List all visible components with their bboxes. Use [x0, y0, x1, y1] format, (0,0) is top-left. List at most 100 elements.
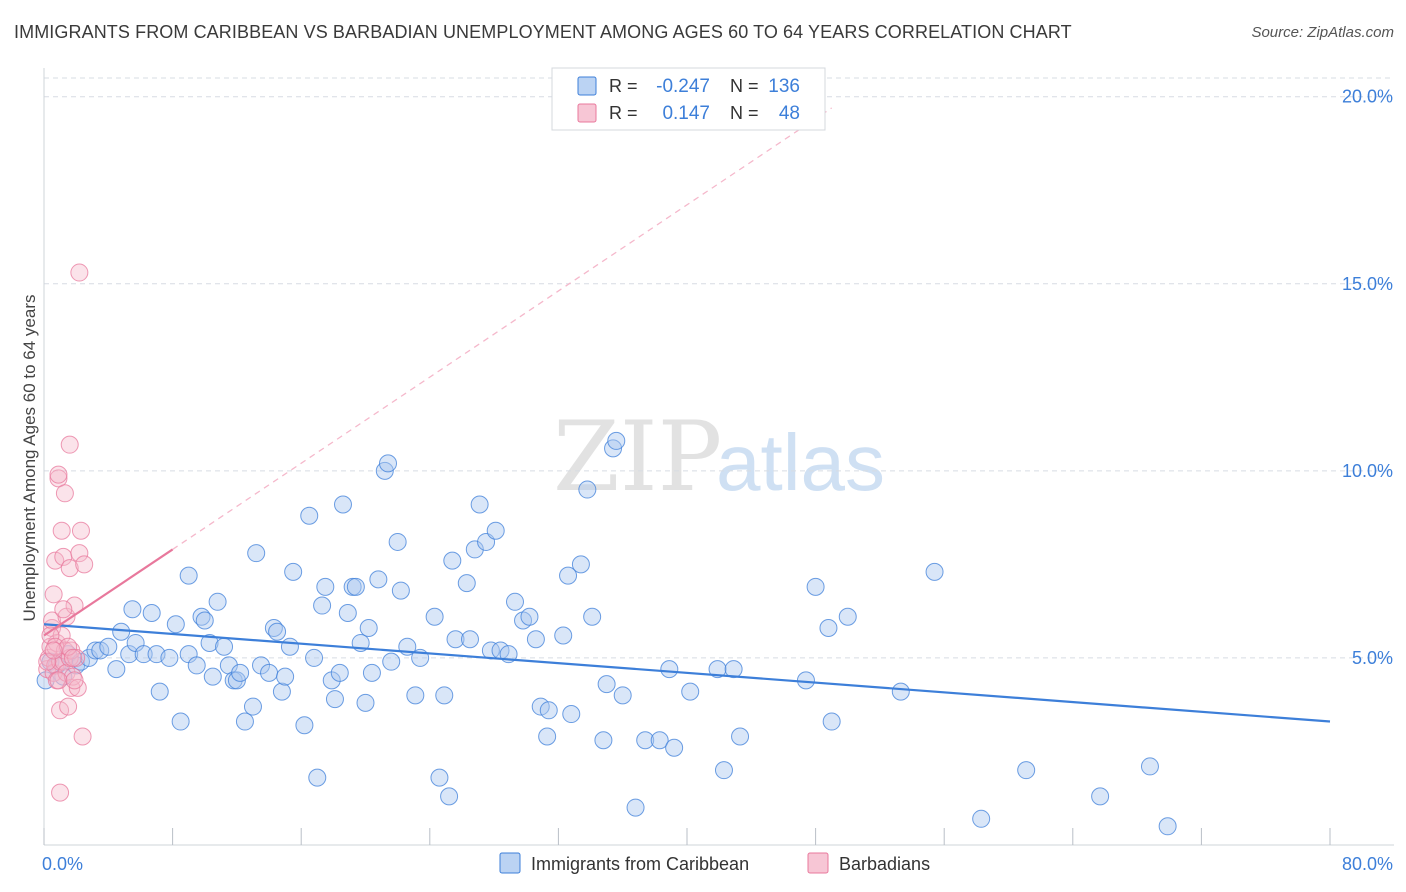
caribbean-point	[724, 660, 743, 679]
caribbean-point	[708, 660, 727, 679]
caribbean-point	[571, 555, 590, 574]
caribbean-point	[333, 495, 352, 514]
y-tick-label: 15.0%	[1342, 274, 1393, 294]
caribbean-point	[369, 570, 388, 589]
caribbean-point	[300, 506, 319, 525]
barbadians-point	[71, 521, 90, 540]
barbadians-point	[59, 697, 78, 716]
caribbean-point	[313, 596, 332, 615]
barbadians-point	[49, 465, 68, 484]
watermark-atlas: atlas	[716, 418, 885, 507]
caribbean-point	[440, 787, 459, 806]
caribbean-point	[731, 727, 750, 746]
caribbean-point	[160, 648, 179, 667]
caribbean-point	[626, 798, 645, 817]
barbadians-point	[60, 435, 79, 454]
n-value: 136	[768, 76, 800, 97]
caribbean-point	[330, 663, 349, 682]
caribbean-point	[660, 660, 679, 679]
caribbean-point	[272, 682, 291, 701]
caribbean-point	[665, 738, 684, 757]
caribbean-point	[425, 607, 444, 626]
caribbean-point	[388, 532, 407, 551]
r-value: 0.147	[662, 103, 710, 124]
barbadians-point	[63, 648, 82, 667]
caribbean-point	[681, 682, 700, 701]
barbadians-point	[65, 671, 84, 690]
caribbean-point	[179, 566, 198, 585]
caribbean-point	[486, 521, 505, 540]
caribbean-point	[583, 607, 602, 626]
caribbean-point	[972, 809, 991, 828]
caribbean-point	[243, 697, 262, 716]
caribbean-point	[559, 566, 578, 585]
caribbean-point	[200, 633, 219, 652]
caribbean-point	[1158, 817, 1177, 836]
caribbean-point	[379, 454, 398, 473]
caribbean-point	[406, 686, 425, 705]
caribbean-point	[325, 690, 344, 709]
caribbean-point	[1017, 761, 1036, 780]
caribbean-point	[526, 630, 545, 649]
caribbean-point	[1091, 787, 1110, 806]
caribbean-point	[838, 607, 857, 626]
caribbean-trend-line	[43, 623, 1331, 723]
caribbean-point	[806, 577, 825, 596]
caribbean-point	[120, 645, 139, 664]
caribbean-point	[215, 637, 234, 656]
caribbean-point	[187, 656, 206, 675]
source-label: Source: ZipAtlas.com	[1251, 24, 1394, 41]
caribbean-point	[203, 667, 222, 686]
barbadians-point	[54, 600, 73, 619]
r-label: R =	[609, 76, 638, 96]
barbadians-point	[52, 521, 71, 540]
caribbean-point	[276, 667, 295, 686]
barbadians-point	[55, 484, 74, 503]
barbadians-point	[41, 626, 60, 645]
barbadians-point	[70, 544, 89, 563]
caribbean-point	[457, 574, 476, 593]
stats-legend-box	[551, 67, 826, 131]
caribbean-point	[134, 645, 153, 664]
caribbean-point	[446, 630, 465, 649]
caribbean-point	[554, 626, 573, 645]
caribbean-point	[123, 600, 142, 619]
caribbean-point	[465, 540, 484, 559]
caribbean-point	[443, 551, 462, 570]
caribbean-point	[316, 577, 335, 596]
n-label: N =	[730, 103, 759, 123]
caribbean-point	[714, 761, 733, 780]
legend-label-caribbean: Immigrants from Caribbean	[531, 854, 749, 874]
barbadians-point	[75, 555, 94, 574]
caribbean-point	[208, 592, 227, 611]
caribbean-point	[597, 675, 616, 694]
n-value: 48	[779, 103, 800, 124]
caribbean-point	[235, 712, 254, 731]
caribbean-point	[362, 663, 381, 682]
barbadians-trend-line	[43, 548, 174, 637]
caribbean-point	[99, 637, 118, 656]
caribbean-point	[636, 731, 655, 750]
x-tick-label-min: 0.0%	[42, 854, 83, 874]
caribbean-point	[280, 637, 299, 656]
r-value: -0.247	[656, 76, 710, 97]
caribbean-point	[80, 648, 99, 667]
stats-legend-swatch	[577, 103, 597, 123]
caribbean-point	[107, 660, 126, 679]
caribbean-point	[470, 495, 489, 514]
legend-label-barbadians: Barbadians	[839, 854, 930, 874]
caribbean-point	[539, 701, 558, 720]
watermark-zip: ZIP	[553, 401, 722, 513]
caribbean-point	[650, 731, 669, 750]
y-tick-label: 5.0%	[1352, 648, 1393, 668]
caribbean-point	[171, 712, 190, 731]
caribbean-point	[150, 682, 169, 701]
x-tick-label-max: 80.0%	[1342, 854, 1393, 874]
y-tick-label: 20.0%	[1342, 87, 1393, 107]
caribbean-point	[891, 682, 910, 701]
barbadians-point	[60, 559, 79, 578]
caribbean-point	[338, 604, 357, 623]
barbadians-point	[73, 727, 92, 746]
caribbean-point	[112, 622, 131, 641]
caribbean-point	[925, 562, 944, 581]
